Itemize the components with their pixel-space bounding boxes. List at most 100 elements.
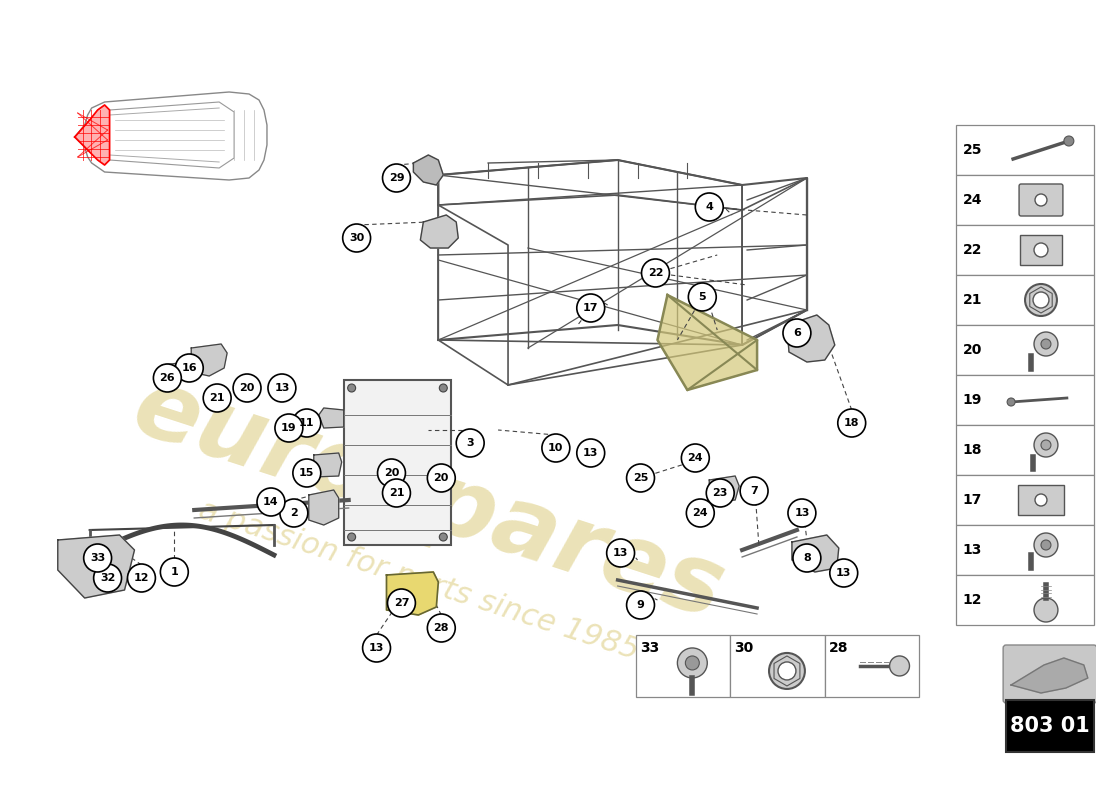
FancyBboxPatch shape xyxy=(956,375,1093,425)
Circle shape xyxy=(383,164,410,192)
Circle shape xyxy=(1034,433,1058,457)
Text: 8: 8 xyxy=(803,553,811,563)
Text: 4: 4 xyxy=(705,202,713,212)
Text: 25: 25 xyxy=(962,143,982,157)
Circle shape xyxy=(84,544,111,572)
Text: 13: 13 xyxy=(613,548,628,558)
Circle shape xyxy=(153,364,182,392)
Circle shape xyxy=(1033,292,1049,308)
Circle shape xyxy=(607,539,635,567)
Text: 17: 17 xyxy=(962,493,982,507)
Text: a passion for parts since 1985: a passion for parts since 1985 xyxy=(195,495,642,665)
Text: 13: 13 xyxy=(583,448,598,458)
Text: 3: 3 xyxy=(466,438,474,448)
FancyBboxPatch shape xyxy=(1019,485,1064,515)
FancyBboxPatch shape xyxy=(1003,645,1097,703)
Circle shape xyxy=(257,488,285,516)
Text: 24: 24 xyxy=(962,193,982,207)
Text: 28: 28 xyxy=(433,623,449,633)
Text: 20: 20 xyxy=(384,468,399,478)
Text: 12: 12 xyxy=(134,573,150,583)
Circle shape xyxy=(769,653,805,689)
Text: 30: 30 xyxy=(735,641,754,655)
Text: 29: 29 xyxy=(388,173,405,183)
Circle shape xyxy=(204,384,231,412)
Text: 21: 21 xyxy=(209,393,224,403)
Circle shape xyxy=(275,414,302,442)
Text: 14: 14 xyxy=(263,497,278,507)
Polygon shape xyxy=(163,363,183,381)
Circle shape xyxy=(1041,440,1050,450)
Circle shape xyxy=(1041,339,1050,349)
Text: 21: 21 xyxy=(962,293,982,307)
Circle shape xyxy=(439,384,448,392)
Text: 6: 6 xyxy=(793,328,801,338)
Text: 5: 5 xyxy=(698,292,706,302)
FancyBboxPatch shape xyxy=(956,475,1093,525)
Circle shape xyxy=(363,634,390,662)
Circle shape xyxy=(686,499,714,527)
Circle shape xyxy=(1034,243,1048,257)
Text: 10: 10 xyxy=(548,443,563,453)
Text: 19: 19 xyxy=(962,393,982,407)
FancyBboxPatch shape xyxy=(1020,235,1062,265)
Polygon shape xyxy=(414,155,443,185)
FancyBboxPatch shape xyxy=(956,525,1093,575)
Circle shape xyxy=(706,479,734,507)
Circle shape xyxy=(94,564,121,592)
Circle shape xyxy=(161,558,188,586)
Circle shape xyxy=(428,614,455,642)
FancyBboxPatch shape xyxy=(825,635,920,697)
FancyBboxPatch shape xyxy=(1019,184,1063,216)
Text: 803 01: 803 01 xyxy=(1010,716,1090,736)
Circle shape xyxy=(1035,494,1047,506)
Text: 25: 25 xyxy=(632,473,648,483)
Circle shape xyxy=(348,533,355,541)
Circle shape xyxy=(829,559,858,587)
Text: 9: 9 xyxy=(637,600,645,610)
Text: 24: 24 xyxy=(688,453,703,463)
Circle shape xyxy=(343,224,371,252)
FancyBboxPatch shape xyxy=(956,175,1093,225)
Text: eurospares: eurospares xyxy=(121,361,735,639)
Circle shape xyxy=(641,259,670,287)
Text: 13: 13 xyxy=(274,383,289,393)
Polygon shape xyxy=(319,408,343,428)
Circle shape xyxy=(1034,533,1058,557)
Text: 11: 11 xyxy=(299,418,315,428)
Circle shape xyxy=(689,283,716,311)
FancyBboxPatch shape xyxy=(730,635,825,697)
Circle shape xyxy=(681,444,710,472)
Circle shape xyxy=(387,589,416,617)
Text: 15: 15 xyxy=(299,468,315,478)
Circle shape xyxy=(175,354,204,382)
Polygon shape xyxy=(314,453,342,477)
Circle shape xyxy=(279,499,308,527)
Text: 20: 20 xyxy=(240,383,255,393)
FancyBboxPatch shape xyxy=(956,275,1093,325)
Circle shape xyxy=(576,439,605,467)
Polygon shape xyxy=(786,315,835,362)
Text: 21: 21 xyxy=(388,488,404,498)
Circle shape xyxy=(1034,332,1058,356)
Circle shape xyxy=(685,656,700,670)
Circle shape xyxy=(377,459,406,487)
Polygon shape xyxy=(1011,658,1088,693)
Circle shape xyxy=(456,429,484,457)
Polygon shape xyxy=(309,490,339,525)
FancyBboxPatch shape xyxy=(956,425,1093,475)
Text: 13: 13 xyxy=(368,643,384,653)
Circle shape xyxy=(678,648,707,678)
Polygon shape xyxy=(58,535,134,598)
Text: 17: 17 xyxy=(583,303,598,313)
Text: 27: 27 xyxy=(394,598,409,608)
Text: 12: 12 xyxy=(962,593,982,607)
FancyBboxPatch shape xyxy=(956,575,1093,625)
Polygon shape xyxy=(420,215,459,248)
Polygon shape xyxy=(386,572,438,615)
Circle shape xyxy=(793,544,821,572)
Circle shape xyxy=(1025,284,1057,316)
Circle shape xyxy=(576,294,605,322)
Text: 2: 2 xyxy=(290,508,298,518)
Text: 18: 18 xyxy=(962,443,982,457)
